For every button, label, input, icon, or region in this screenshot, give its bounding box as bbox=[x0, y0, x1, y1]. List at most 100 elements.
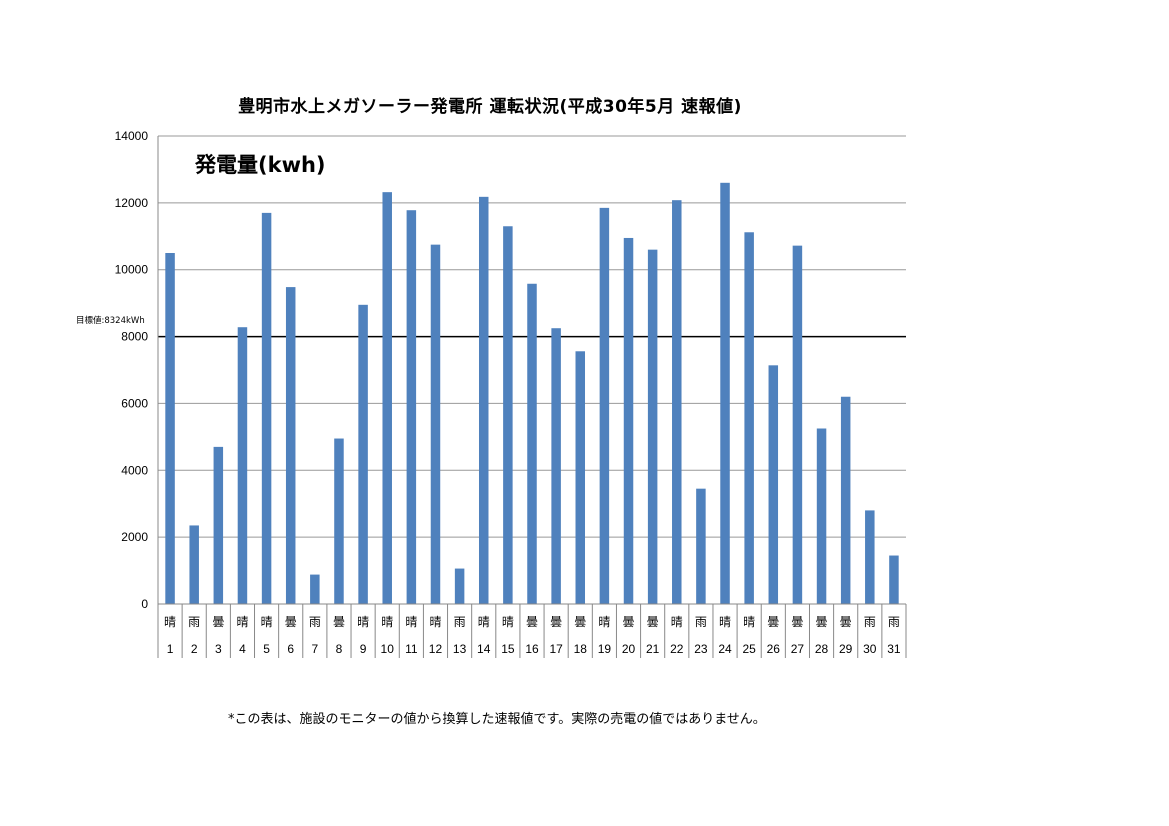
page-title: 豊明市水上メガソーラー発電所 運転状況(平成30年5月 速報値) bbox=[238, 97, 742, 117]
bar bbox=[454, 568, 465, 604]
bar bbox=[865, 510, 875, 604]
weather-label: 曇 bbox=[623, 615, 635, 629]
weather-label: 晴 bbox=[164, 615, 176, 629]
x-tick-label: 20 bbox=[622, 642, 636, 656]
bar bbox=[430, 244, 441, 604]
bar bbox=[358, 304, 368, 604]
x-tick-label: 23 bbox=[694, 642, 708, 656]
weather-label: 晴 bbox=[236, 615, 248, 629]
x-tick-label: 8 bbox=[336, 642, 343, 656]
x-tick-label: 21 bbox=[646, 642, 660, 656]
x-tick-label: 7 bbox=[311, 642, 318, 656]
bar bbox=[406, 210, 417, 604]
weather-label: 曇 bbox=[767, 615, 779, 629]
weather-label: 晴 bbox=[598, 615, 610, 629]
category-table: 晴1雨2曇3晴4晴5曇6雨7曇8晴9晴10晴11晴12雨13晴14晴15曇16曇… bbox=[157, 604, 907, 658]
bar bbox=[720, 182, 730, 605]
weather-label: 晴 bbox=[478, 615, 490, 629]
bars bbox=[165, 182, 899, 605]
bar bbox=[623, 237, 634, 604]
weather-label: 晴 bbox=[429, 615, 441, 629]
bar bbox=[213, 446, 224, 604]
bar bbox=[575, 351, 586, 604]
x-tick-label: 15 bbox=[501, 642, 515, 656]
weather-label: 晴 bbox=[743, 615, 755, 629]
weather-label: 晴 bbox=[671, 615, 683, 629]
weather-label: 晴 bbox=[261, 615, 273, 629]
bar bbox=[744, 232, 754, 604]
x-tick-label: 11 bbox=[405, 642, 418, 656]
x-tick-label: 3 bbox=[215, 642, 222, 656]
x-tick-label: 6 bbox=[287, 642, 294, 656]
weather-label: 曇 bbox=[840, 615, 852, 629]
bar bbox=[285, 287, 296, 604]
weather-label: 雨 bbox=[188, 615, 200, 629]
x-tick-label: 10 bbox=[381, 642, 395, 656]
x-tick-label: 22 bbox=[670, 642, 684, 656]
axes: 0 2000 4000 6000 8000 10000 12000 14000 bbox=[115, 129, 906, 611]
bar bbox=[768, 365, 779, 604]
bar bbox=[334, 438, 344, 604]
x-tick-label: 16 bbox=[525, 642, 539, 656]
y-tick-label: 8000 bbox=[121, 330, 148, 344]
weather-label: 曇 bbox=[574, 615, 586, 629]
y-tick-label: 10000 bbox=[115, 263, 149, 277]
weather-label: 曇 bbox=[333, 615, 345, 629]
weather-label: 雨 bbox=[695, 615, 707, 629]
bar bbox=[478, 196, 489, 604]
x-tick-label: 14 bbox=[477, 642, 491, 656]
y-tick-label: 2000 bbox=[121, 530, 148, 544]
x-tick-label: 2 bbox=[191, 642, 198, 656]
weather-label: 晴 bbox=[719, 615, 731, 629]
bar bbox=[551, 328, 561, 604]
y-tick-label: 6000 bbox=[121, 396, 148, 410]
x-tick-label: 29 bbox=[839, 642, 853, 656]
y-tick-label: 4000 bbox=[121, 463, 148, 477]
x-tick-label: 27 bbox=[791, 642, 805, 656]
weather-label: 曇 bbox=[212, 615, 224, 629]
x-tick-label: 26 bbox=[767, 642, 781, 656]
x-tick-label: 19 bbox=[598, 642, 612, 656]
x-tick-label: 28 bbox=[815, 642, 829, 656]
x-tick-label: 30 bbox=[863, 642, 877, 656]
x-tick-label: 9 bbox=[360, 642, 367, 656]
bar bbox=[237, 327, 248, 604]
y-tick-label: 0 bbox=[141, 597, 148, 611]
bar bbox=[599, 207, 610, 604]
bar bbox=[672, 200, 682, 604]
y-tick-label: 14000 bbox=[115, 129, 149, 143]
weather-label: 曇 bbox=[526, 615, 538, 629]
bar bbox=[310, 574, 320, 604]
weather-label: 雨 bbox=[888, 615, 900, 629]
x-tick-label: 5 bbox=[263, 642, 270, 656]
x-tick-label: 24 bbox=[718, 642, 732, 656]
x-tick-label: 31 bbox=[887, 642, 901, 656]
target-label: 目標値:8324kWh bbox=[76, 315, 145, 326]
weather-label: 晴 bbox=[405, 615, 417, 629]
bar bbox=[382, 192, 392, 604]
weather-label: 雨 bbox=[454, 615, 466, 629]
bar bbox=[503, 226, 513, 604]
weather-label: 晴 bbox=[357, 615, 369, 629]
weather-label: 雨 bbox=[309, 615, 321, 629]
chart-title: 発電量(kwh) bbox=[194, 153, 326, 177]
weather-label: 晴 bbox=[502, 615, 514, 629]
weather-label: 雨 bbox=[864, 615, 876, 629]
x-tick-label: 12 bbox=[429, 642, 443, 656]
x-tick-label: 25 bbox=[742, 642, 756, 656]
x-tick-label: 17 bbox=[549, 642, 563, 656]
bar bbox=[889, 555, 899, 604]
bar bbox=[696, 488, 706, 604]
weather-label: 曇 bbox=[647, 615, 659, 629]
bar bbox=[647, 249, 658, 604]
weather-label: 曇 bbox=[550, 615, 562, 629]
x-tick-label: 4 bbox=[239, 642, 246, 656]
bar bbox=[261, 212, 272, 604]
footnote: *この表は、施設のモニターの値から換算した速報値です。実際の売電の値ではありませ… bbox=[228, 712, 766, 727]
y-tick-label: 12000 bbox=[115, 196, 149, 210]
bar bbox=[189, 525, 199, 604]
bar bbox=[527, 283, 537, 604]
weather-label: 曇 bbox=[791, 615, 803, 629]
weather-label: 曇 bbox=[285, 615, 297, 629]
